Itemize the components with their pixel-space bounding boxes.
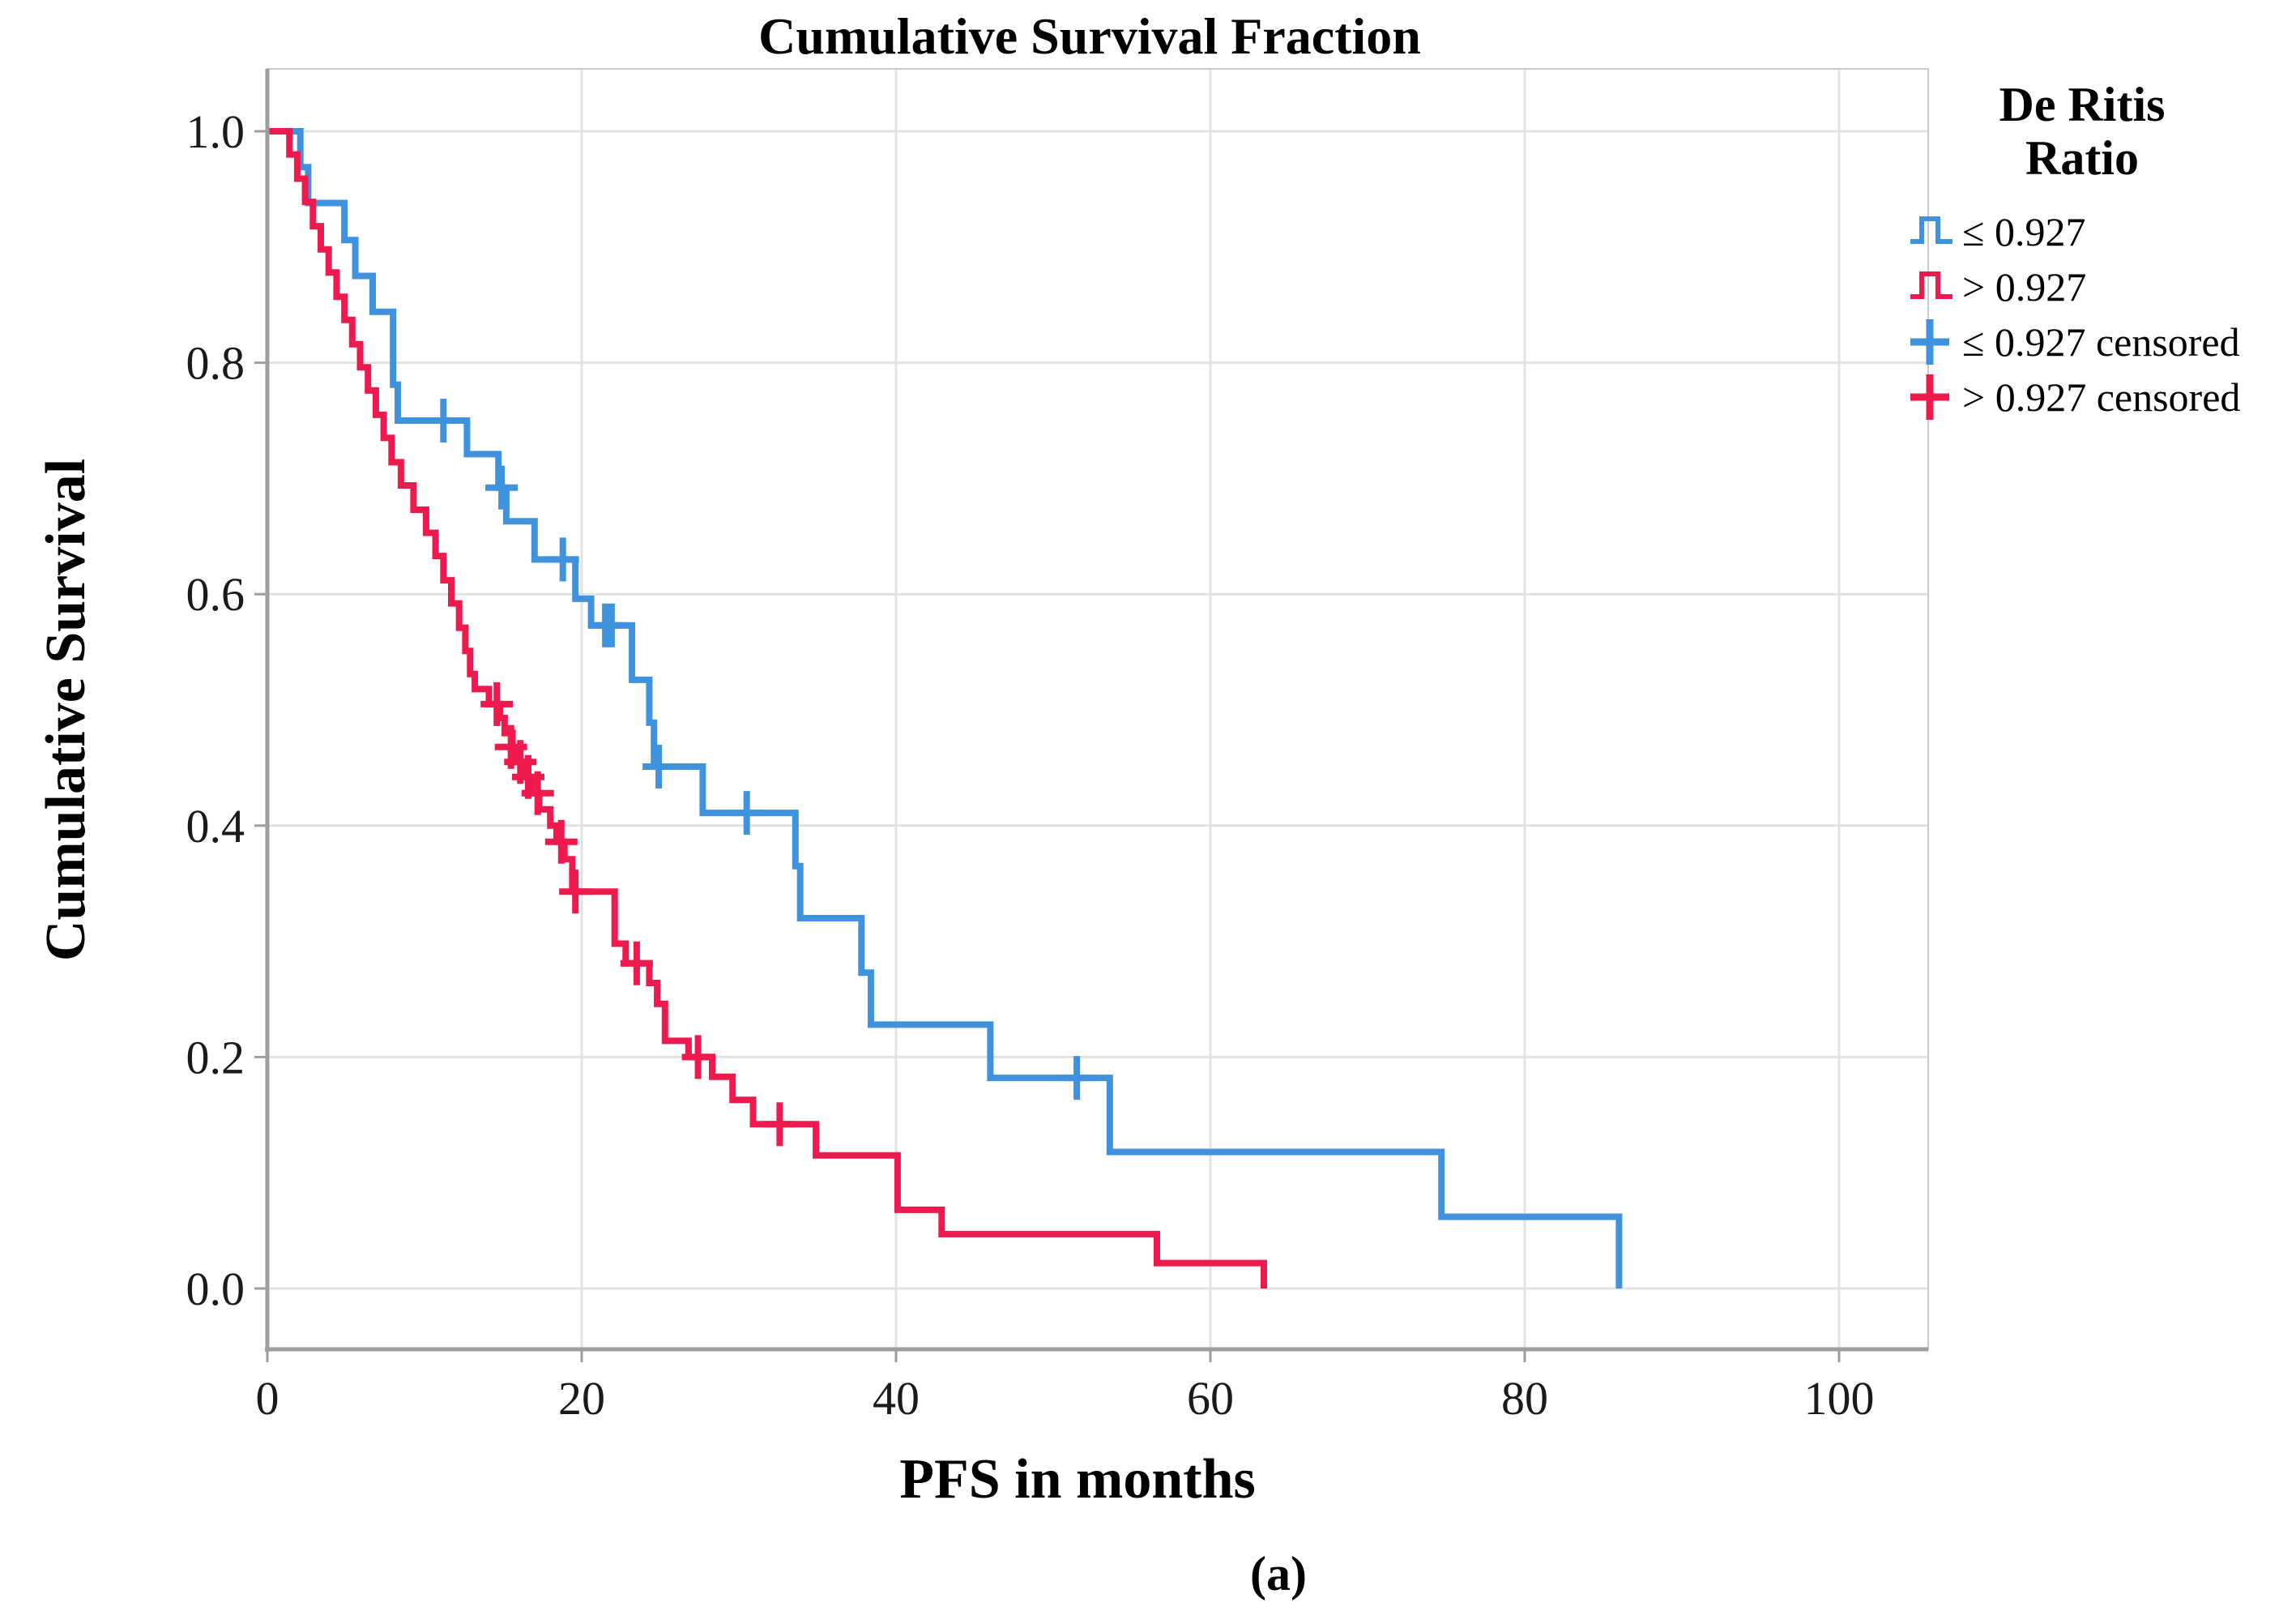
km-curve: [267, 128, 1623, 1289]
tick-labels-layer: 0 20 40 60 80 100 0.0 0.2 0.4 0.6 0.8 1.0: [186, 105, 1875, 1425]
legend: ≤ 0.927 > 0.927 ≤ 0.927 censored > 0.927…: [1909, 204, 2296, 425]
censor-mark: [485, 465, 519, 510]
x-axis-title: PFS in months: [899, 1448, 1256, 1511]
legend-title-line1: De Ritis: [1999, 78, 2166, 131]
censor-mark: [1061, 1056, 1094, 1100]
ticks-layer: [254, 130, 1841, 1362]
censor-mark: [620, 941, 653, 985]
censor-mark: [427, 399, 460, 442]
x-tick-label: 100: [1804, 1372, 1875, 1425]
y-tick-label: 0.0: [186, 1263, 245, 1315]
censor-mark: [546, 537, 579, 582]
km-series-gt-0927: [267, 128, 1267, 1289]
legend-title: De Ritis Ratio: [1904, 78, 2260, 185]
x-tick-label: 40: [873, 1372, 920, 1425]
y-tick-label: 1.0: [186, 105, 245, 158]
km-curve: [267, 128, 1267, 1289]
legend-item-le-censored: ≤ 0.927 censored: [1909, 314, 2296, 370]
curves-layer: [267, 128, 1623, 1289]
censor-mark: [763, 1102, 796, 1147]
legend-title-line2: Ratio: [2025, 131, 2139, 185]
plus-mark-icon: [1910, 374, 1949, 420]
gridlines-layer: [267, 69, 1928, 1349]
censor-mark: [559, 870, 592, 914]
chart-title: Cumulative Survival Fraction: [758, 7, 1421, 65]
censor-mark: [595, 603, 628, 647]
plus-mark-icon: [1910, 319, 1949, 365]
legend-item-label: ≤ 0.927: [1962, 209, 2086, 254]
censor-mark: [681, 1035, 715, 1079]
legend-item-gt: > 0.927: [1909, 259, 2296, 314]
legend-item-label: ≤ 0.927 censored: [1962, 319, 2240, 365]
y-tick-label: 0.2: [186, 1031, 245, 1083]
y-tick-label: 0.4: [186, 800, 245, 853]
x-tick-label: 60: [1187, 1372, 1234, 1425]
legend-item-label: > 0.927: [1962, 264, 2087, 310]
legend-item-le: ≤ 0.927: [1909, 204, 2296, 259]
censor-mark: [730, 791, 763, 836]
axes-layer: [265, 69, 1928, 1352]
legend-item-label: > 0.927 censored: [1962, 374, 2241, 420]
km-series-le-0927: [267, 128, 1623, 1289]
y-tick-label: 0.6: [186, 568, 245, 621]
plot-frame: [267, 68, 1929, 1350]
y-axis-title: Cumulative Survival: [35, 459, 97, 961]
censor-mark: [642, 745, 676, 788]
x-tick-label: 80: [1501, 1372, 1548, 1425]
x-tick-label: 0: [256, 1372, 280, 1425]
step-line-icon: [1910, 271, 1952, 299]
figure-caption: (a): [1250, 1547, 1307, 1600]
censor-mark: [521, 771, 554, 815]
legend-item-gt-censored: > 0.927 censored: [1909, 370, 2296, 425]
step-line-icon: [1910, 216, 1952, 244]
y-tick-label: 0.8: [186, 337, 245, 390]
censor-mark: [544, 819, 578, 864]
censor-mark: [480, 682, 514, 726]
x-tick-label: 20: [558, 1372, 605, 1425]
